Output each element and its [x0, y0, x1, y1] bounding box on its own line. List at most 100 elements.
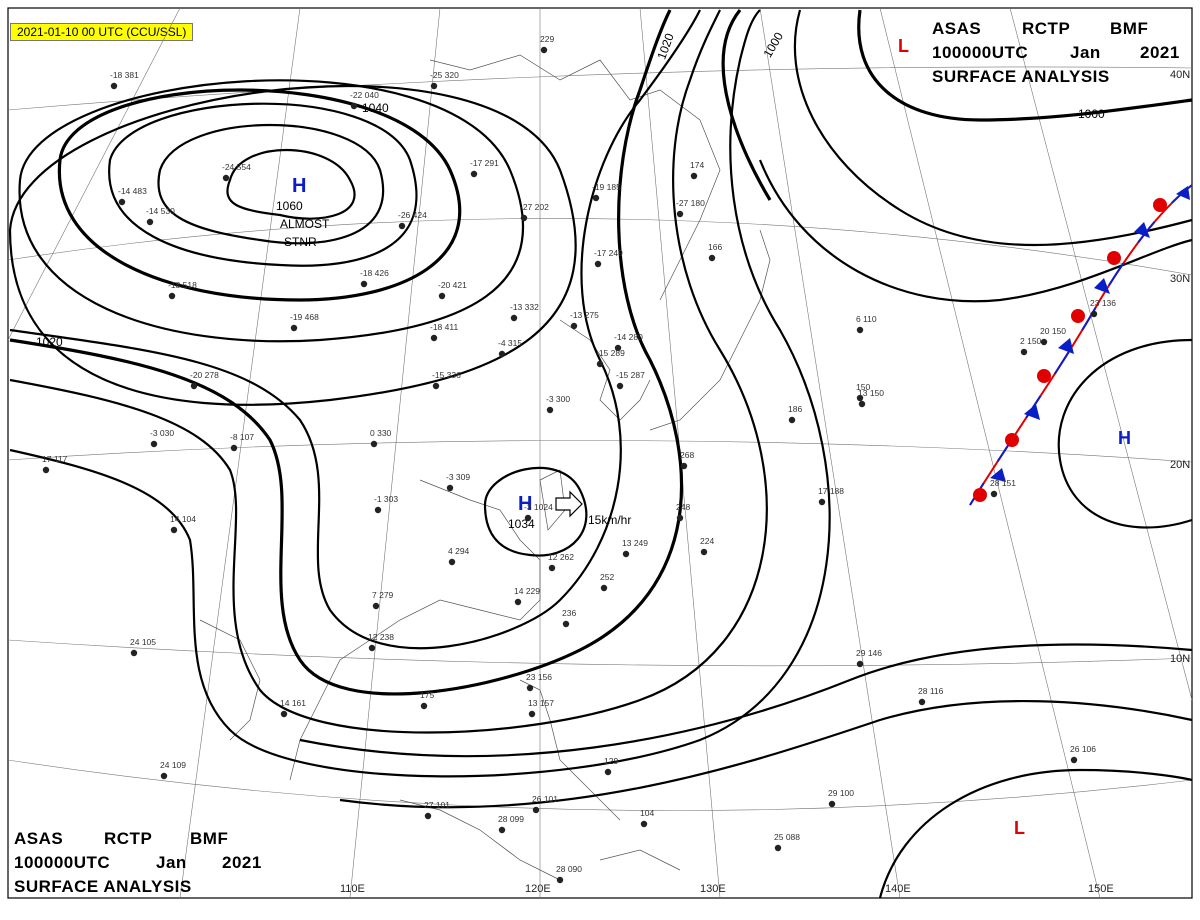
station-observation: 28 099	[498, 814, 524, 834]
station-marker-icon	[788, 416, 796, 424]
station-reading: -3 030	[150, 428, 174, 438]
station-reading: 17 117	[42, 454, 68, 464]
title-word: BMF	[190, 829, 228, 848]
low-pressure-letter: L	[898, 36, 909, 56]
station-observation: -8 107	[230, 432, 254, 452]
station-observation: -14 483	[118, 186, 147, 206]
station-marker-icon	[360, 280, 368, 288]
station-reading: 129	[604, 756, 618, 766]
station-observation: 104	[640, 808, 654, 828]
title-word: 2021	[1140, 43, 1180, 62]
station-reading: 28 099	[498, 814, 524, 824]
front-cold-barb	[1176, 186, 1190, 200]
station-observation: -25 320	[430, 70, 459, 90]
isobar	[793, 9, 1193, 247]
isobar	[9, 9, 768, 734]
lat-line-40n	[7, 66, 1193, 111]
station-marker-icon	[130, 649, 138, 657]
lat-line-30n	[7, 218, 1193, 276]
station-marker-icon	[1040, 338, 1048, 346]
station-observation: 4 294	[448, 546, 470, 566]
isobar	[18, 79, 524, 343]
station-marker-icon	[446, 484, 454, 492]
station-marker-icon	[372, 602, 380, 610]
station-reading: 174	[690, 160, 704, 170]
title-block-bottom: ASAS RCTP BMF 100000UTC Jan 2021 SURFACE…	[14, 829, 261, 896]
station-marker-icon	[640, 820, 648, 828]
station-reading: 28 151	[990, 478, 1016, 488]
station-marker-icon	[600, 584, 608, 592]
station-reading: 26 101	[532, 794, 558, 804]
station-marker-icon	[290, 324, 298, 332]
isobar-label: 1020	[36, 335, 63, 349]
lon-line-150e	[879, 7, 1101, 899]
station-reading: -25 320	[430, 70, 459, 80]
station-reading: 14 229	[514, 586, 540, 596]
station-observation: 29 146	[856, 648, 882, 668]
station-reading: -3 309	[446, 472, 470, 482]
lon-line-140e	[759, 7, 901, 899]
lon-label: 140E	[885, 883, 911, 895]
station-observation: 23 156	[526, 672, 552, 692]
high-pressure-letter: H	[292, 175, 306, 197]
station-observation: -3 1024	[524, 502, 553, 522]
station-marker-icon	[170, 526, 178, 534]
station-observation: 14 229	[514, 586, 540, 606]
title-line: SURFACE ANALYSIS	[932, 67, 1110, 86]
station-reading: -18 381	[110, 70, 139, 80]
front-cold-barb	[1094, 278, 1110, 294]
station-reading: -17 291	[470, 158, 499, 168]
station-reading: 29 100	[828, 788, 854, 798]
front-warm-bump	[1107, 251, 1121, 265]
station-reading: -15 289	[596, 348, 625, 358]
station-observation: 224	[700, 536, 714, 556]
station-reading: 6 110	[856, 314, 877, 324]
station-marker-icon	[526, 684, 534, 692]
lat-label: 30N	[1170, 273, 1190, 285]
station-reading: 28 116	[918, 686, 944, 696]
isobars	[8, 9, 1193, 899]
station-reading: 268	[680, 450, 694, 460]
station-marker-icon	[990, 490, 998, 498]
station-marker-icon	[510, 314, 518, 322]
station-reading: 150	[856, 382, 870, 392]
coastline	[599, 849, 681, 871]
latitude-labels: 40N 30N 20N 10N	[1170, 69, 1190, 665]
isobar-southeast-low	[878, 768, 1193, 899]
station-marker-icon	[150, 440, 158, 448]
station-marker-icon	[548, 564, 556, 572]
station-marker-icon	[424, 812, 432, 820]
station-observation: -27 202	[520, 202, 549, 222]
station-marker-icon	[676, 514, 684, 522]
front-warm-bump	[973, 488, 987, 502]
station-observation: 12 262	[548, 552, 574, 572]
station-observation: 25 088	[774, 832, 800, 852]
station-marker-icon	[470, 170, 478, 178]
title-word: ASAS	[14, 829, 63, 848]
title-word: RCTP	[104, 829, 152, 848]
station-marker-icon	[168, 292, 176, 300]
station-marker-icon	[528, 710, 536, 718]
isobar	[299, 643, 1193, 758]
station-observation: 174	[690, 160, 704, 180]
station-observation: -17 249	[594, 248, 623, 268]
station-observation: 150	[856, 382, 870, 402]
station-observation: 24 105	[130, 637, 156, 657]
station-observation: 17 117	[42, 454, 68, 474]
station-observation: -19 468	[290, 312, 319, 332]
station-reading: 4 294	[448, 546, 470, 556]
station-observation: -3 309	[446, 472, 470, 492]
station-reading: 12 238	[368, 632, 394, 642]
station-reading: -18 426	[360, 268, 389, 278]
front-warm-bump	[1153, 198, 1167, 212]
station-observation: 14 104	[170, 514, 196, 534]
station-observation: -17 291	[470, 158, 499, 178]
lon-line	[1009, 7, 1193, 701]
isobar-1000-east	[857, 9, 1193, 122]
lon-label: 120E	[525, 883, 551, 895]
station-marker-icon	[570, 322, 578, 330]
lat-line-0	[7, 759, 1193, 811]
station-observation: 17 188	[818, 486, 844, 506]
station-observation: 236	[562, 608, 576, 628]
station-marker-icon	[562, 620, 570, 628]
